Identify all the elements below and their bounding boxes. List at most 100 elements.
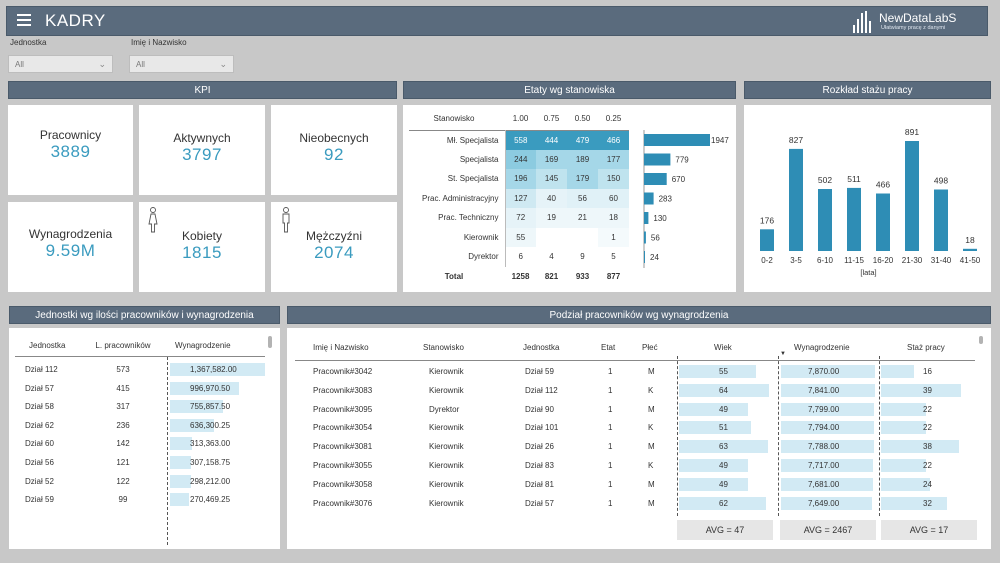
col-header-jednostka[interactable]: Jednostka: [29, 341, 66, 351]
staz-bar: [881, 458, 927, 472]
cell-stanowisko: Kierownik: [429, 367, 464, 376]
sort-desc-icon[interactable]: ▼: [780, 351, 786, 357]
etaty-cell: 56: [567, 188, 598, 208]
cell-count: 99: [118, 495, 128, 505]
cell-name: Pracownik#3083: [313, 385, 373, 395]
podzial-header: Podział pracowników wg wynagrodzenia: [287, 306, 991, 324]
cell-jednostka: Dział 58: [25, 402, 54, 412]
avg-salary-box: AVG = 2467: [780, 520, 876, 540]
hamburger-menu-icon[interactable]: [17, 14, 31, 28]
podzial-panel: Imię i Nazwisko Stanowisko Jednostka Eta…: [287, 328, 991, 549]
etaty-cell: 196: [505, 169, 536, 189]
kpi-card-nieobecnych: Nieobecnych 92: [271, 105, 397, 195]
staz-bar-value: 18: [965, 235, 975, 245]
jednostki-header: Jednostki wg ilości pracowników i wynagr…: [9, 306, 280, 324]
cell-etat: 1: [608, 479, 613, 489]
table-row[interactable]: Pracownik#3083 Kierownik Dział 112 1 K 64 7,84…: [295, 382, 975, 401]
staz-bar: [881, 421, 927, 435]
table-row[interactable]: Dział 112 573 1,367,582.00: [15, 361, 265, 380]
cell-salary: 996,970.50: [190, 383, 231, 393]
table-row[interactable]: Dział 58 317 755,857.50: [15, 398, 265, 417]
kpi-label: Wynagrodzenia: [28, 227, 113, 241]
column-divider: [167, 357, 168, 545]
col-header-count[interactable]: L. pracowników: [95, 341, 151, 351]
col-header-salary[interactable]: Wynagrodzenie: [175, 341, 231, 351]
etaty-matrix: Stanowisko 1.00 0.75 0.50 0.25 Mł. Specj…: [409, 108, 629, 286]
cell-wiek: 63: [719, 442, 728, 452]
col-header-etat[interactable]: Etat: [601, 343, 616, 352]
col-header-wiek[interactable]: Wiek: [714, 343, 732, 352]
scrollbar[interactable]: [268, 336, 272, 348]
cell-salary: 636,300.25: [190, 420, 231, 430]
kpi-card-aktywnych: Aktywnych 3797: [139, 105, 265, 195]
table-row[interactable]: Dział 57 415 996,970.50: [15, 380, 265, 399]
table-row[interactable]: Pracownik#3042 Kierownik Dział 59 1 M 55 7,870…: [295, 363, 975, 382]
staz-panel: 176 0-2 827 3-5 502 6-10 511 11-15 466 16-20 891 21…: [744, 105, 991, 292]
cell-name: Pracownik#3095: [313, 404, 373, 414]
scrollbar[interactable]: [979, 336, 983, 344]
etaty-total-label: 283: [659, 195, 673, 204]
filter-name-select[interactable]: All ⌄: [129, 55, 234, 73]
staz-bar-value: 176: [760, 215, 774, 225]
etaty-row-label: Kierownik: [409, 227, 506, 247]
etaty-row-label: Mł. Specjalista: [409, 130, 506, 150]
col-header-plec[interactable]: Płeć: [642, 343, 658, 352]
cell-staz: 22: [923, 460, 932, 470]
kpi-card-wynagrodzenia: Wynagrodzenia 9.59M: [8, 202, 133, 292]
table-row[interactable]: Dział 60 142 313,363.00: [15, 435, 265, 454]
cell-etat: 1: [608, 460, 613, 470]
age-bar: [679, 458, 748, 472]
table-row[interactable]: Pracownik#3054 Kierownik Dział 101 1 K 51 7,79…: [295, 419, 975, 438]
cell-wiek: 51: [719, 423, 728, 433]
etaty-cell: [536, 228, 567, 248]
table-row[interactable]: Dział 56 121 307,158.75: [15, 454, 265, 473]
cell-jednostka: Dział 62: [25, 420, 54, 430]
avg-staz-box: AVG = 17: [881, 520, 977, 540]
cell-etat: 1: [608, 404, 613, 414]
salary-bar: [781, 402, 875, 416]
filter-jednostka-select[interactable]: All ⌄: [8, 55, 113, 73]
staz-bar-value: 891: [905, 127, 919, 137]
filter-name-label: Imię i Nazwisko: [131, 38, 187, 47]
cell-jednostka: Dział 56: [25, 457, 54, 467]
kpi-label: Kobiety: [181, 229, 223, 243]
col-header-name[interactable]: Imię i Nazwisko: [313, 343, 369, 352]
etaty-cell: 466: [598, 130, 629, 150]
logo-tagline: Ułatwiamy pracę z danymi: [881, 25, 946, 31]
table-row[interactable]: Pracownik#3076 Kierownik Dział 57 1 M 62 7,649…: [295, 495, 975, 514]
cell-wynagrodzenie: 7,788.00: [808, 442, 840, 452]
etaty-total-bar: [644, 212, 649, 224]
cell-name: Pracownik#3054: [313, 423, 373, 433]
table-row[interactable]: Pracownik#3058 Kierownik Dział 81 1 M 49 7,681…: [295, 476, 975, 495]
etaty-row: Prac. Techniczny 72 19 21 18: [409, 208, 629, 228]
table-row[interactable]: Dział 52 122 298,212.00: [15, 473, 265, 492]
cell-wiek: 49: [719, 404, 728, 414]
etaty-total-bar: [644, 231, 646, 244]
kpi-value: 92: [324, 145, 344, 164]
cell-plec: M: [648, 404, 655, 414]
cell-wiek: 62: [719, 498, 728, 508]
cell-jednostka: Dział 57: [525, 498, 554, 508]
etaty-cell: [567, 228, 598, 248]
table-row[interactable]: Dział 62 236 636,300.25: [15, 417, 265, 436]
table-row[interactable]: Pracownik#3055 Kierownik Dział 83 1 K 49 7,717…: [295, 457, 975, 476]
cell-jednostka: Dział 57: [25, 383, 54, 393]
table-row[interactable]: Pracownik#3095 Dyrektor Dział 90 1 M 49 7,799.…: [295, 401, 975, 420]
staz-x-axis-label: [lata]: [860, 268, 876, 277]
filter-jednostka-value: All: [15, 60, 24, 69]
cell-name: Pracownik#3076: [313, 498, 373, 508]
col-header-jednostka[interactable]: Jednostka: [523, 343, 560, 352]
salary-bar: [781, 477, 873, 491]
chevron-down-icon: ⌄: [219, 59, 227, 69]
cell-etat: 1: [608, 385, 613, 395]
cell-stanowisko: Kierownik: [429, 385, 464, 395]
cell-jednostka: Dział 83: [525, 460, 554, 470]
col-header-staz[interactable]: Staż pracy: [907, 343, 945, 352]
table-row[interactable]: Dział 59 99 270,469.25: [15, 491, 265, 510]
col-header-wynagrodzenie[interactable]: Wynagrodzenie: [794, 343, 850, 352]
col-header-stanowisko[interactable]: Stanowisko: [423, 343, 464, 352]
kpi-card-pracownicy: Pracownicy 3889: [8, 105, 133, 195]
table-row[interactable]: Pracownik#3081 Kierownik Dział 26 1 M 63 7,788…: [295, 438, 975, 457]
etaty-row: Dyrektor 6 4 9 5: [409, 247, 629, 267]
kpi-value: 3797: [182, 145, 222, 164]
